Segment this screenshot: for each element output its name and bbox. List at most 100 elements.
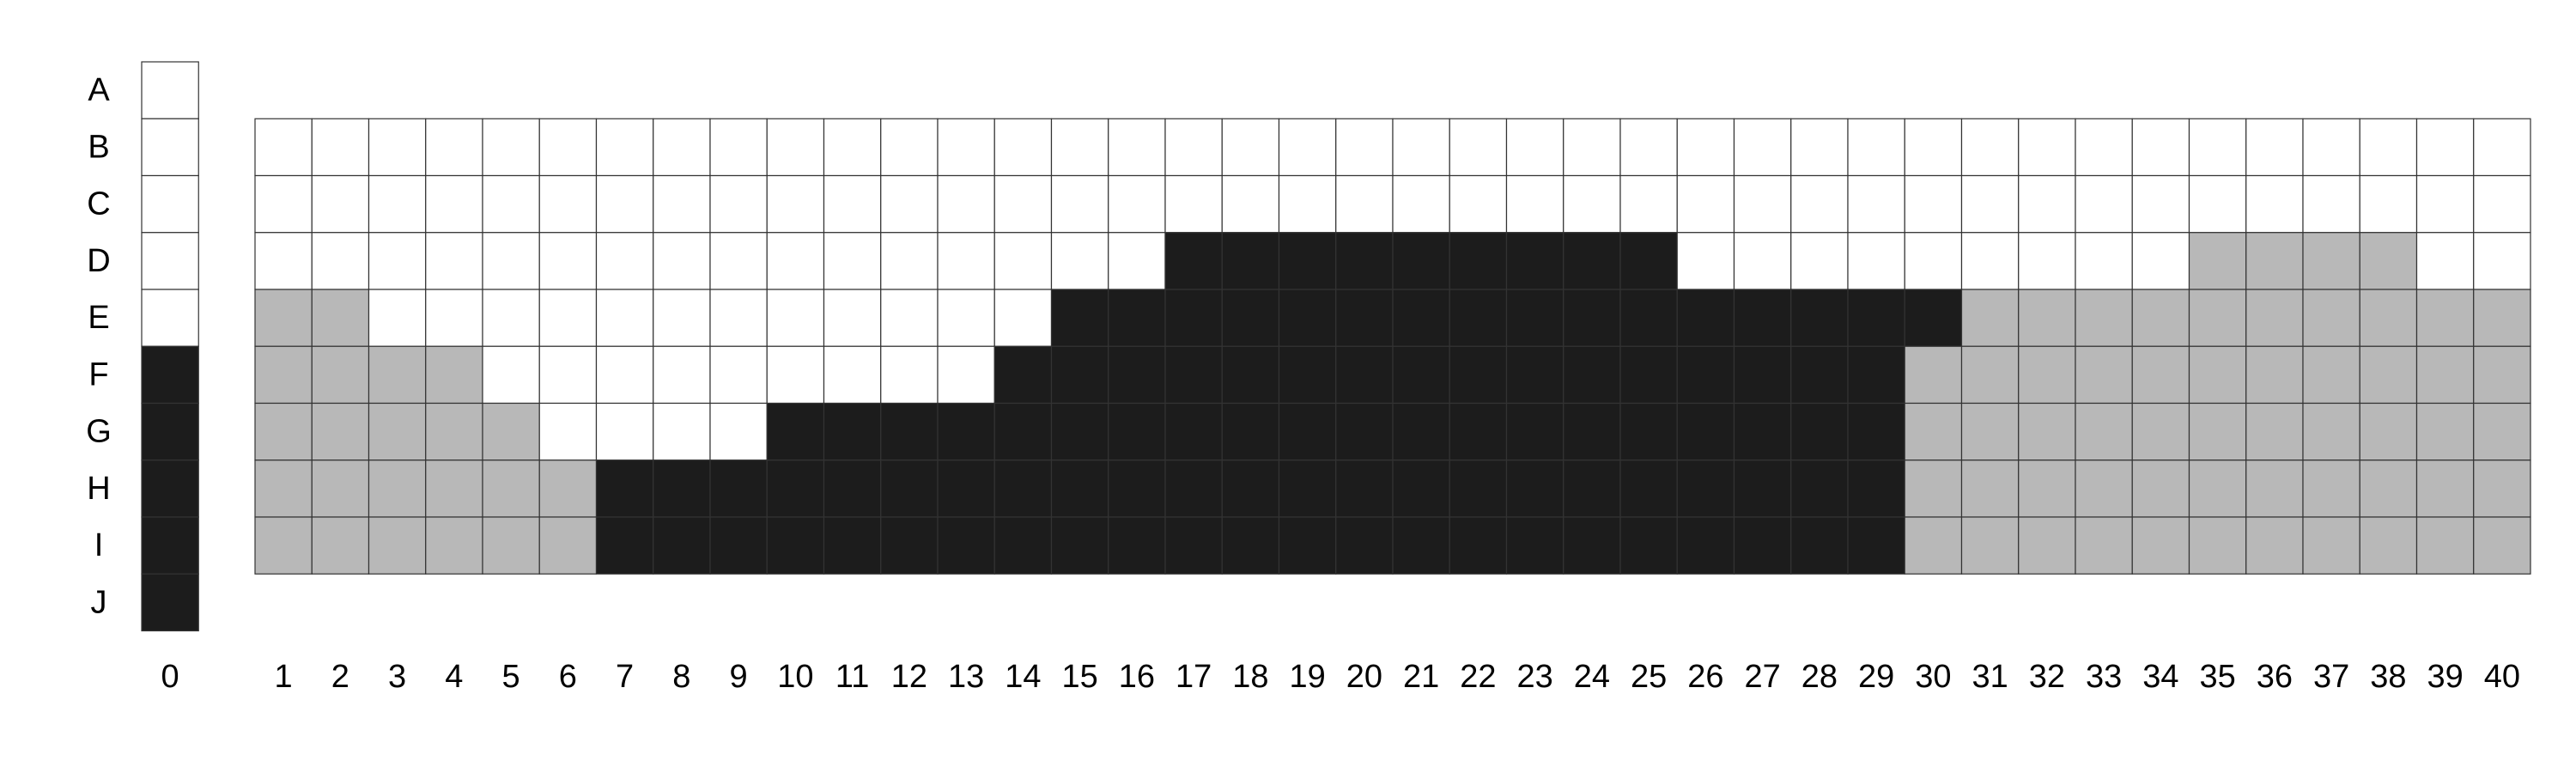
cell-d-24 [1563, 232, 1621, 290]
legend-cell-d [141, 232, 199, 290]
cell-g-28 [1790, 402, 1849, 461]
col-label-18: 18 [1232, 659, 1268, 695]
col-label-3: 3 [388, 659, 406, 695]
cell-f-31 [1960, 345, 2020, 405]
cell-b-31 [1960, 118, 2020, 177]
cell-g-17 [1164, 402, 1223, 461]
cell-b-37 [2302, 118, 2360, 177]
cell-d-28 [1790, 232, 1849, 290]
cell-c-1 [254, 174, 313, 234]
cell-f-18 [1221, 345, 1280, 405]
row-label-b: B [88, 129, 109, 165]
main-grid [254, 118, 2531, 575]
cell-f-4 [425, 345, 483, 405]
cell-g-3 [368, 402, 427, 461]
cell-g-2 [311, 402, 370, 461]
cell-h-40 [2473, 460, 2531, 518]
cell-i-21 [1392, 516, 1450, 575]
col-label-9: 9 [730, 659, 748, 695]
col-label-6: 6 [559, 659, 577, 695]
cell-g-38 [2359, 402, 2418, 461]
cell-b-24 [1563, 118, 1621, 177]
cell-f-40 [2473, 345, 2531, 405]
cell-i-35 [2188, 516, 2247, 575]
cell-c-34 [2131, 174, 2190, 234]
col-label-0: 0 [161, 659, 179, 695]
col-label-38: 38 [2370, 659, 2406, 695]
cell-c-33 [2075, 174, 2133, 234]
cell-g-9 [709, 402, 768, 461]
row-label-c: C [87, 186, 110, 222]
cell-e-14 [993, 289, 1053, 347]
cell-d-30 [1904, 232, 1963, 290]
cell-h-26 [1676, 460, 1735, 518]
cell-d-14 [993, 232, 1053, 290]
cell-c-22 [1449, 174, 1508, 234]
cell-d-40 [2473, 232, 2531, 290]
row-label-f: F [88, 356, 108, 393]
cell-d-3 [368, 232, 427, 290]
cell-b-33 [2075, 118, 2133, 177]
cell-h-7 [595, 460, 654, 518]
legend-cell-i [141, 516, 199, 575]
cell-e-38 [2359, 289, 2418, 347]
cell-g-26 [1676, 402, 1735, 461]
cell-f-29 [1847, 345, 1905, 405]
cell-f-14 [993, 345, 1053, 405]
legend-cell-c [141, 174, 199, 234]
cell-h-38 [2359, 460, 2418, 518]
cell-i-16 [1108, 516, 1166, 575]
cell-e-25 [1619, 289, 1678, 347]
col-label-27: 27 [1744, 659, 1780, 695]
cell-e-31 [1960, 289, 2020, 347]
cell-g-22 [1449, 402, 1508, 461]
cell-i-6 [538, 516, 598, 575]
cell-f-39 [2415, 345, 2475, 405]
cell-f-30 [1904, 345, 1963, 405]
cell-f-37 [2302, 345, 2360, 405]
cell-e-36 [2245, 289, 2304, 347]
cell-g-23 [1505, 402, 1564, 461]
cell-b-38 [2359, 118, 2418, 177]
cell-h-9 [709, 460, 768, 518]
cell-c-35 [2188, 174, 2247, 234]
cell-d-6 [538, 232, 598, 290]
cell-i-14 [993, 516, 1053, 575]
cell-b-18 [1221, 118, 1280, 177]
cell-i-17 [1164, 516, 1223, 575]
cell-d-33 [2075, 232, 2133, 290]
cell-c-24 [1563, 174, 1621, 234]
cell-h-21 [1392, 460, 1450, 518]
cell-i-2 [311, 516, 370, 575]
cell-g-7 [595, 402, 654, 461]
cell-e-20 [1335, 289, 1394, 347]
cell-c-2 [311, 174, 370, 234]
cell-b-14 [993, 118, 1053, 177]
cell-f-10 [766, 345, 825, 405]
cell-g-39 [2415, 402, 2475, 461]
cell-f-13 [937, 345, 995, 405]
cell-g-30 [1904, 402, 1963, 461]
cell-d-19 [1278, 232, 1337, 290]
cell-d-22 [1449, 232, 1508, 290]
cell-c-40 [2473, 174, 2531, 234]
cell-e-24 [1563, 289, 1621, 347]
cell-i-13 [937, 516, 995, 575]
cell-h-31 [1960, 460, 2020, 518]
cell-e-27 [1733, 289, 1792, 347]
cell-h-6 [538, 460, 598, 518]
cell-d-29 [1847, 232, 1905, 290]
cell-i-32 [2018, 516, 2076, 575]
col-label-25: 25 [1631, 659, 1667, 695]
cell-b-6 [538, 118, 598, 177]
row-label-i: I [94, 527, 104, 563]
cell-b-22 [1449, 118, 1508, 177]
cell-e-7 [595, 289, 654, 347]
cell-b-11 [823, 118, 882, 177]
cell-i-33 [2075, 516, 2133, 575]
cell-d-21 [1392, 232, 1450, 290]
cell-g-13 [937, 402, 995, 461]
cell-h-37 [2302, 460, 2360, 518]
cell-d-10 [766, 232, 825, 290]
